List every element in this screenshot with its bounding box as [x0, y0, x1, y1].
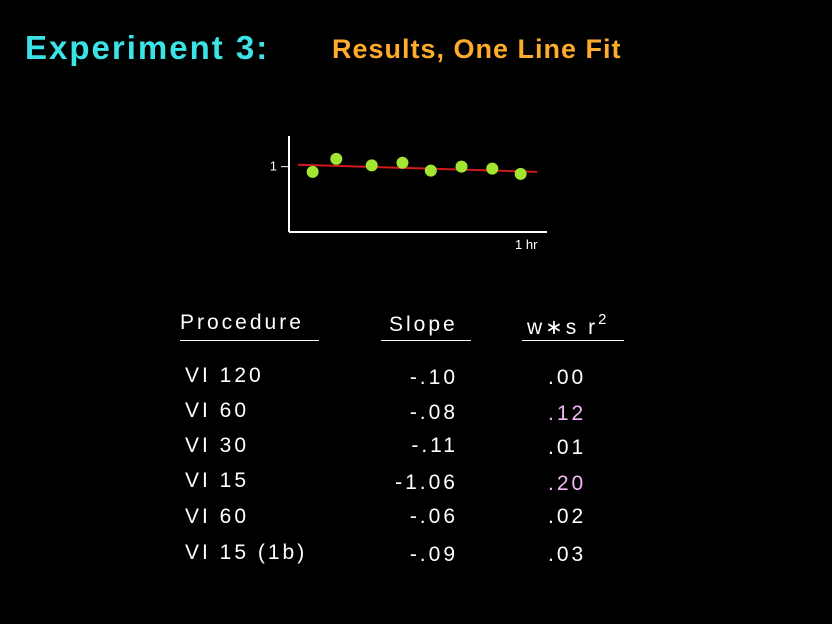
chart-point: [486, 162, 499, 175]
slope-cell: -1.06: [395, 471, 458, 494]
ws-r2-cell: .01: [548, 436, 587, 459]
results-chart: 1 1 hr: [270, 136, 547, 252]
chart-point: [396, 156, 409, 169]
chart-y-tick-label: 1: [270, 159, 277, 174]
slope-cell: -.11: [411, 434, 458, 457]
procedure-cell: VI 30: [185, 434, 250, 457]
procedure-cell: VI 15: [185, 469, 250, 492]
slope-cell: -.06: [409, 505, 458, 528]
procedure-cell: VI 60: [185, 399, 250, 422]
header-rule-procedure: [180, 340, 319, 341]
header-ws-r2: w∗s r2: [527, 311, 610, 340]
chart-x-tick-label: 1 hr: [515, 237, 538, 252]
chart-point: [365, 159, 378, 172]
header-ws-r-text: w∗s r: [527, 316, 599, 339]
slide-title: Experiment 3:: [25, 29, 270, 66]
header-procedure: Procedure: [180, 311, 304, 334]
ws-r2-cell: .03: [548, 543, 587, 566]
header-ws-superscript: 2: [598, 311, 610, 328]
header-rule-ws: [522, 340, 624, 341]
header-slope: Slope: [389, 313, 458, 336]
chart-point: [514, 167, 527, 180]
slide-subtitle: Results, One Line Fit: [332, 34, 622, 64]
header-rule-slope: [381, 340, 471, 341]
slope-cell: -.08: [409, 401, 458, 424]
slope-cell: -.09: [409, 543, 458, 566]
procedure-cell: VI 120: [185, 364, 264, 387]
chart-fit-line: [297, 163, 538, 173]
slope-cell: -.10: [409, 366, 458, 389]
procedure-cell: VI 15 (1b): [185, 541, 308, 564]
ws-r2-cell: .00: [548, 366, 587, 389]
ws-r2-cell: .12: [548, 402, 587, 425]
chart-point: [424, 164, 437, 177]
chart-point: [330, 152, 343, 165]
chart-point: [455, 160, 468, 173]
ws-r2-cell: .20: [548, 472, 587, 495]
ws-r2-cell: .02: [548, 505, 587, 528]
chart-point: [306, 165, 319, 178]
procedure-cell: VI 60: [185, 505, 250, 528]
